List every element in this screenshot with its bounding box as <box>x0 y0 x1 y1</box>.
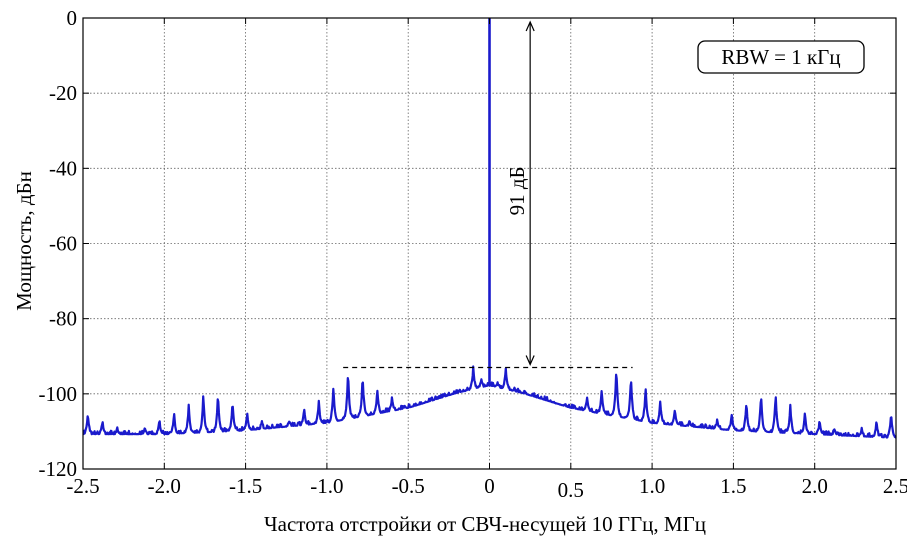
x-tick-label: 0 <box>484 474 495 498</box>
arrow-head-top <box>525 20 535 32</box>
x-tick-label: -2.0 <box>148 474 181 498</box>
plot-frame <box>82 17 897 470</box>
y-tick-label: -60 <box>49 232 77 256</box>
rbw-box-frame <box>697 40 865 74</box>
x-tick-label: -1.5 <box>229 474 262 498</box>
x-tick-label: -2.5 <box>66 474 99 498</box>
x-tick-label: -1.0 <box>310 474 343 498</box>
series-layer <box>82 18 897 439</box>
arrow-head-bottom <box>525 355 535 367</box>
y-axis-label: Мощность, дБн <box>12 171 36 311</box>
x-tick-label: 0.5 <box>558 478 584 502</box>
rbw-label: RBW = 1 кГц <box>721 45 840 69</box>
x-tick-label: 2.5 <box>883 474 907 498</box>
x-tick-label: 1.0 <box>639 474 665 498</box>
dynamic-range-label: 91 дБ <box>505 166 529 215</box>
y-tick-label: -80 <box>49 307 77 331</box>
axes-layer: -2.5 -2.0 -1.5 -1.0 -0.5 0 0.5 1.0 1.5 2.0 2.5 0 -20… <box>39 6 907 502</box>
x-tick-label: -0.5 <box>392 474 425 498</box>
rbw-box: RBW = 1 кГц <box>697 40 865 74</box>
annotation-layer: 91 дБ <box>343 20 633 369</box>
x-tick-label: 1.5 <box>720 474 746 498</box>
x-axis-label: Частота отстройки от СВЧ-несущей 10 ГГц,… <box>264 512 706 536</box>
x-tick-label: 2.0 <box>802 474 828 498</box>
y-tick-label: 0 <box>67 6 78 30</box>
y-tick-label: -100 <box>39 382 78 406</box>
y-tick-label: -40 <box>49 156 77 180</box>
y-tick-label: -20 <box>49 81 77 105</box>
y-tick-label: -120 <box>39 457 78 481</box>
